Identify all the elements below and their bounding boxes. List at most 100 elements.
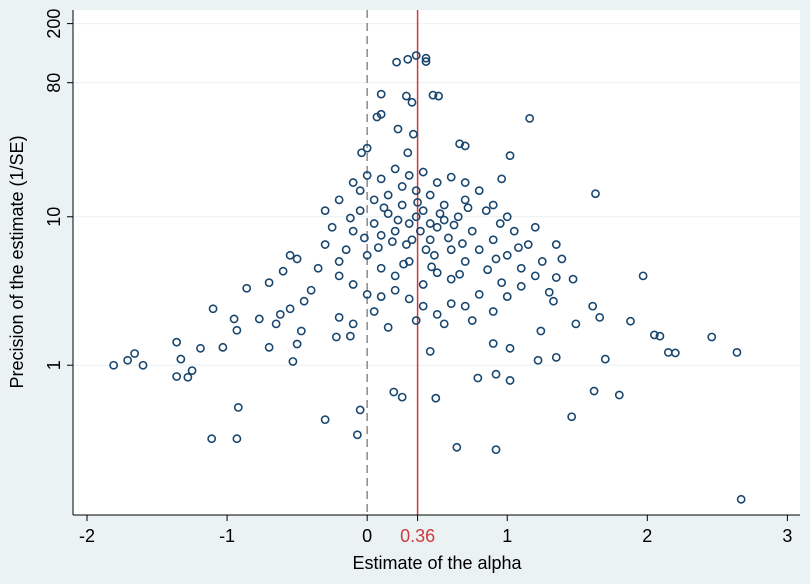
point [401, 91, 411, 101]
point [473, 373, 483, 383]
point [432, 309, 442, 319]
point [418, 301, 428, 311]
point [196, 343, 205, 353]
point [376, 230, 386, 240]
point [516, 281, 526, 291]
point [348, 178, 358, 187]
point [421, 53, 431, 63]
point [425, 235, 435, 245]
point [525, 113, 535, 123]
point [348, 226, 358, 236]
point [488, 339, 498, 348]
point [505, 376, 515, 385]
point [264, 342, 274, 352]
point [732, 348, 742, 357]
point [362, 289, 372, 299]
point [446, 299, 456, 309]
x-tick-label: 2 [642, 526, 652, 546]
point [505, 343, 515, 353]
point [355, 186, 365, 196]
point [292, 339, 302, 349]
point [403, 148, 413, 158]
point [488, 235, 498, 245]
point [359, 233, 369, 243]
point [397, 182, 407, 191]
point [670, 348, 680, 358]
point [516, 263, 526, 273]
point [334, 271, 344, 281]
point [455, 269, 465, 279]
point [435, 209, 445, 219]
point [474, 186, 484, 196]
point [411, 51, 421, 60]
point [736, 494, 746, 504]
point [404, 219, 414, 228]
point [254, 314, 264, 324]
point [397, 392, 407, 402]
point [362, 250, 372, 260]
point [275, 309, 285, 319]
y-axis-label: Precision of the estimate (1/SE) [7, 135, 27, 388]
point [397, 200, 407, 210]
point [292, 254, 302, 264]
point [588, 301, 598, 311]
point [172, 337, 182, 347]
point [187, 366, 197, 376]
point [523, 240, 533, 249]
point [418, 280, 428, 289]
point [502, 250, 512, 260]
point [271, 319, 281, 329]
point [446, 274, 456, 284]
point [393, 124, 403, 134]
point [567, 412, 577, 422]
point [313, 263, 323, 273]
point [460, 257, 470, 266]
x-tick-label: 0 [362, 526, 372, 546]
point [376, 109, 386, 119]
point [411, 316, 421, 325]
point [352, 430, 362, 440]
point [288, 357, 298, 366]
point [432, 268, 442, 278]
point [389, 387, 399, 397]
point [320, 240, 330, 249]
point [362, 143, 372, 153]
point [467, 316, 477, 325]
point [509, 226, 519, 236]
point [376, 292, 386, 301]
point [376, 89, 386, 99]
point [390, 271, 400, 281]
point [467, 226, 477, 236]
point [474, 245, 484, 255]
point [502, 212, 512, 222]
point [299, 296, 309, 306]
point [355, 405, 365, 415]
point [383, 190, 393, 200]
point [595, 312, 605, 322]
point [421, 57, 431, 66]
point [138, 360, 148, 370]
point [242, 283, 252, 293]
point [460, 301, 470, 311]
point [109, 360, 119, 370]
point [483, 265, 493, 275]
point [460, 141, 470, 151]
point [488, 307, 498, 316]
point [232, 325, 242, 335]
point [549, 296, 558, 306]
point [533, 355, 543, 365]
point [505, 151, 515, 161]
y-tick-label: 10 [44, 207, 64, 227]
point [413, 197, 422, 207]
point [390, 164, 400, 174]
point [306, 285, 316, 295]
point [481, 206, 491, 216]
y-tick-label: 200 [44, 9, 64, 39]
point [218, 342, 228, 352]
point [411, 186, 421, 196]
point [399, 259, 408, 269]
point [264, 278, 274, 288]
x-tick-label: -1 [219, 526, 235, 546]
point [444, 233, 453, 243]
point [376, 263, 386, 273]
